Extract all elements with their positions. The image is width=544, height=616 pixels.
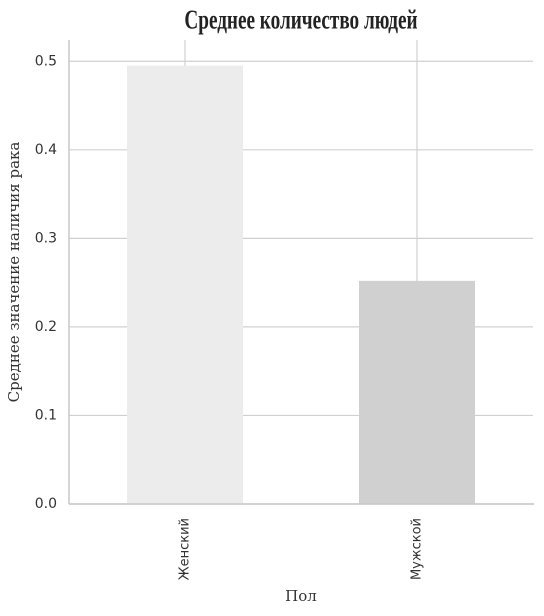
bar (127, 65, 243, 505)
x-tick-label: Женский (178, 518, 193, 580)
x-axis-label: Пол (285, 587, 317, 605)
y-tick-label: 0.2 (35, 319, 57, 335)
y-tick-label: 0.5 (35, 53, 57, 69)
x-tick-label: Мужской (410, 518, 425, 580)
y-tick-label: 0.4 (35, 142, 57, 158)
y-tick-label: 0.1 (35, 407, 57, 423)
chart-title: Среднее количество людей (184, 5, 417, 35)
bar-layer (127, 65, 475, 505)
y-tick-label: 0.0 (35, 496, 57, 512)
y-axis-label: Среднее значение наличия рака (5, 142, 23, 403)
bar (359, 280, 475, 504)
y-tick-label: 0.3 (35, 230, 57, 246)
